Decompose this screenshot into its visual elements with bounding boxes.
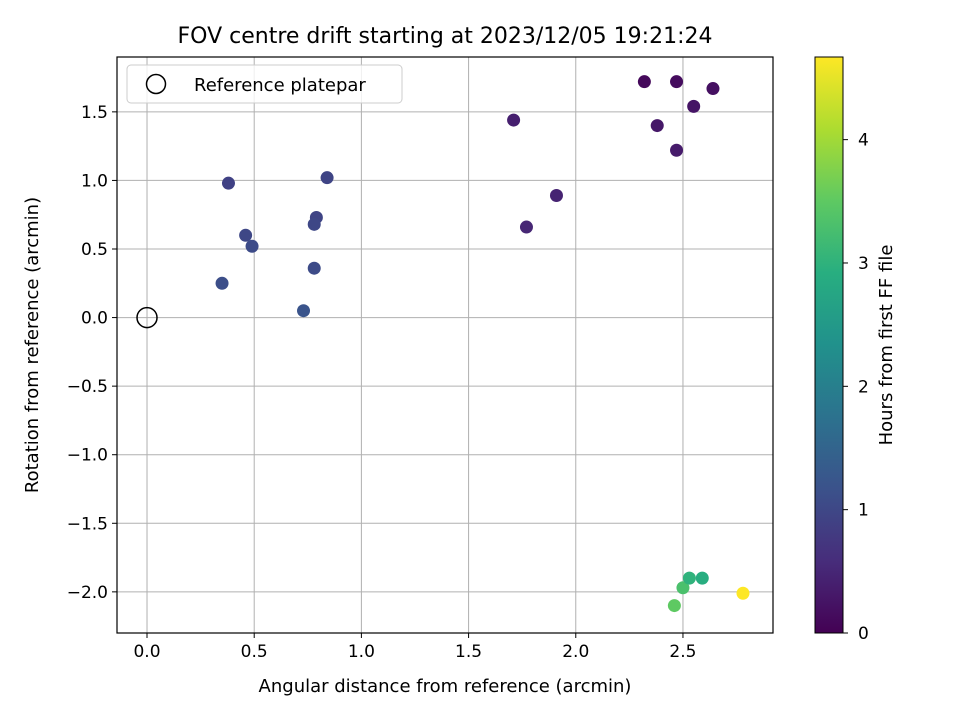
legend-entry-label: Reference platepar xyxy=(194,75,366,96)
data-point xyxy=(670,143,684,157)
colorbar-label: Hours from first FF file xyxy=(876,245,897,446)
reference-platepar-marker xyxy=(136,306,158,329)
y-tick-label: −1.5 xyxy=(67,514,108,534)
data-point xyxy=(549,189,563,203)
data-point xyxy=(245,239,259,253)
colorbar-ticks: 0 1 2 3 4 xyxy=(843,131,869,644)
plot-frame xyxy=(116,56,774,634)
data-point xyxy=(687,99,701,113)
data-point xyxy=(307,261,321,275)
y-tick-label: −0.5 xyxy=(67,377,108,397)
legend-box xyxy=(126,64,403,104)
colorbar: 0 1 2 3 4 Hours from first FF file xyxy=(814,56,897,644)
data-point xyxy=(221,176,235,190)
colorbar-tick-label: 4 xyxy=(858,131,869,151)
y-axis-label: Rotation from reference (arcmin) xyxy=(22,197,43,493)
x-axis-label: Angular distance from reference (arcmin) xyxy=(259,676,632,697)
data-point xyxy=(297,304,311,318)
legend: Reference platepar xyxy=(126,64,403,104)
y-tick-label: −1.0 xyxy=(67,446,108,466)
x-tick-label: 1.0 xyxy=(348,642,375,662)
data-point xyxy=(650,119,664,133)
x-tick-label: 0.5 xyxy=(241,642,268,662)
data-point xyxy=(682,571,696,585)
grid-lines xyxy=(117,57,773,633)
y-tick-label: 1.0 xyxy=(81,171,108,191)
data-point xyxy=(736,586,750,600)
y-tick-label: 1.5 xyxy=(81,103,108,123)
data-point xyxy=(676,581,690,595)
x-tick-label: 2.0 xyxy=(562,642,589,662)
legend-reference-marker xyxy=(145,73,167,95)
colorbar-tick-label: 1 xyxy=(858,501,869,521)
colorbar-tick-label: 0 xyxy=(858,624,869,644)
data-points xyxy=(136,75,750,613)
y-tick-label: 0.0 xyxy=(81,309,108,329)
data-point xyxy=(307,217,321,231)
data-point xyxy=(695,571,709,585)
data-point xyxy=(667,599,681,613)
data-point xyxy=(239,228,253,242)
data-point xyxy=(670,75,684,89)
y-tick-label: −2.0 xyxy=(67,583,108,603)
x-tick-label: 0.0 xyxy=(133,642,160,662)
x-axis-ticks: 0.0 0.5 1.0 1.5 2.0 2.5 xyxy=(133,633,696,662)
data-point xyxy=(320,171,334,185)
chart-title: FOV centre drift starting at 2023/12/05 … xyxy=(178,24,713,49)
data-point xyxy=(507,113,521,127)
data-point xyxy=(519,220,533,234)
colorbar-tick-label: 3 xyxy=(858,254,869,274)
x-tick-label: 1.5 xyxy=(455,642,482,662)
y-axis-ticks: −2.0 −1.5 −1.0 −0.5 0.0 0.5 1.0 1.5 xyxy=(67,103,117,603)
data-point xyxy=(215,276,229,290)
x-tick-label: 2.5 xyxy=(669,642,696,662)
data-point xyxy=(706,82,720,96)
colorbar-gradient xyxy=(814,56,844,634)
colorbar-tick-label: 2 xyxy=(858,377,869,397)
y-tick-label: 0.5 xyxy=(81,240,108,260)
data-point xyxy=(637,75,651,89)
